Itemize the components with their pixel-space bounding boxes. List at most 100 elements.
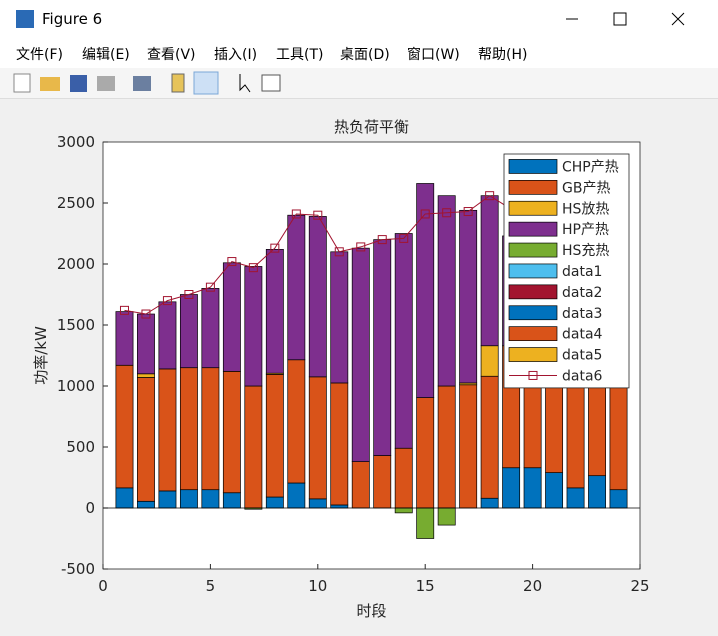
line-marker	[248, 263, 258, 273]
y-tick-label: 2000	[57, 255, 95, 273]
print-icon[interactable]	[97, 76, 115, 91]
line-marker	[334, 247, 344, 257]
bar-segment	[588, 475, 606, 509]
legend-swatch	[508, 200, 558, 216]
x-tick-label: 0	[98, 577, 108, 595]
legend-swatch	[508, 347, 558, 362]
toolbar-icons	[13, 71, 281, 95]
legend-label: data6	[562, 368, 603, 384]
bar-segment	[373, 239, 392, 456]
legend-label: HP产热	[562, 222, 609, 238]
bar-segment	[158, 301, 177, 370]
bar-segment	[566, 487, 585, 509]
bar-segment	[330, 504, 349, 509]
link-icon[interactable]	[133, 76, 151, 91]
line-marker	[291, 209, 301, 219]
bar-segment	[287, 359, 306, 484]
menu-bar: 文件(F) 编辑(E) 查看(V) 插入(I) 工具(T) 桌面(D) 窗口(W) 帮助(H)	[0, 38, 718, 68]
bar-segment	[459, 209, 478, 384]
x-axis-label: 时段	[356, 602, 386, 620]
legend-label: data3	[562, 306, 602, 322]
bar-segment	[244, 385, 263, 509]
line-marker	[399, 233, 409, 243]
menu-item[interactable]: 文件(F)	[16, 47, 63, 63]
y-tick-label: -500	[61, 560, 95, 578]
bar-segment	[287, 214, 306, 361]
bar-segment	[480, 375, 499, 499]
bar-segment	[287, 482, 306, 509]
maximize[interactable]	[613, 12, 627, 26]
open-icon[interactable]	[40, 77, 60, 91]
bar-segment	[222, 371, 241, 494]
line-marker	[119, 305, 129, 315]
bar-segment	[308, 498, 327, 509]
legend-swatch	[508, 179, 558, 195]
x-tick-label: 15	[416, 577, 435, 595]
property-icon[interactable]	[261, 74, 281, 92]
save-icon[interactable]	[70, 75, 87, 92]
y-tick-label: 2500	[57, 194, 95, 212]
bar-segment	[351, 247, 370, 462]
menu-item[interactable]: 插入(I)	[214, 47, 258, 63]
menu-item[interactable]: 窗口(W)	[407, 47, 460, 63]
y-axis-label: 功率/kW	[32, 326, 50, 385]
legend-label: GB产热	[562, 180, 610, 196]
line-marker	[270, 243, 280, 253]
figure: 热负荷平衡时段功率/kW-500050010001500200025003000…	[32, 118, 650, 620]
x-tick-label: 20	[523, 577, 542, 595]
bar-segment	[244, 266, 263, 387]
menu-item[interactable]: 编辑(E)	[82, 47, 130, 63]
legend-icon[interactable]	[193, 71, 219, 95]
chart-title: 热负荷平衡	[334, 118, 409, 136]
line-marker	[227, 257, 237, 267]
y-tick-label: 0	[85, 499, 95, 517]
line-marker	[162, 296, 172, 306]
legend-label: data4	[562, 327, 603, 343]
title-bar: Figure 6	[0, 0, 718, 38]
menu-item[interactable]: 查看(V)	[147, 47, 196, 63]
line-marker	[184, 290, 194, 299]
line-marker	[485, 191, 495, 201]
legend-label: data5	[562, 348, 602, 364]
bar-segment	[459, 384, 478, 509]
bar-segment	[437, 507, 456, 526]
legend-swatch	[508, 263, 558, 279]
menu-item[interactable]: 桌面(D)	[340, 47, 390, 63]
line-marker	[205, 282, 215, 292]
menu-item[interactable]: 工具(T)	[276, 47, 324, 63]
bar-segment	[137, 377, 155, 502]
bar-segment	[609, 489, 628, 509]
bar-segment	[330, 251, 349, 384]
plot-frame	[102, 141, 641, 570]
menu-item[interactable]: 帮助(H)	[478, 47, 528, 63]
line-marker	[141, 309, 151, 319]
legend-swatch	[508, 326, 558, 341]
colorbar-icon[interactable]	[171, 73, 185, 93]
new-icon[interactable]	[13, 73, 31, 93]
bar-segment	[158, 490, 177, 509]
x-tick-label: 5	[206, 577, 216, 595]
pointer-icon[interactable]	[239, 74, 251, 93]
y-tick-label: 3000	[57, 133, 95, 151]
legend-swatch	[508, 221, 558, 237]
bar-segment	[437, 385, 456, 509]
line-marker	[377, 235, 387, 245]
bar-segment	[115, 487, 134, 509]
bar-segment	[394, 447, 413, 509]
x-tick-label: 10	[308, 577, 327, 595]
bar-segment	[416, 507, 435, 539]
legend-label: HS充热	[562, 243, 609, 259]
bar-segment	[137, 500, 155, 509]
y-tick-label: 500	[66, 438, 95, 456]
legend-swatch	[508, 305, 558, 321]
app-icon	[16, 10, 34, 28]
bar-segment	[545, 472, 564, 509]
bar-segment	[330, 382, 349, 506]
legend-swatch	[508, 242, 558, 258]
legend-label: data1	[562, 264, 602, 280]
bar-segment	[265, 496, 284, 509]
bar-segment	[523, 467, 542, 509]
x-tick-label: 25	[630, 577, 649, 595]
close[interactable]	[671, 12, 685, 26]
